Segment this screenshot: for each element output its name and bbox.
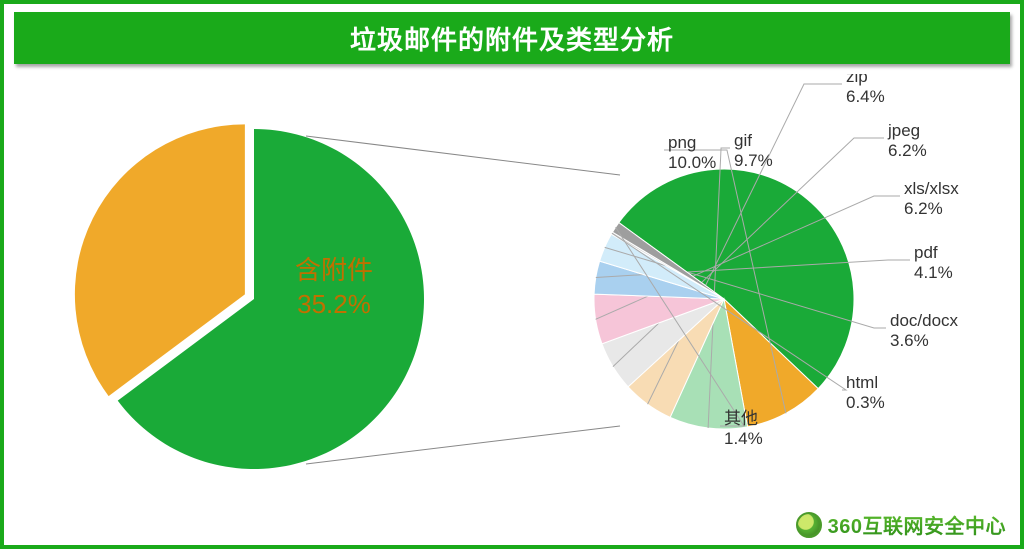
pie-left-label-含附件-1: 35.2% (297, 289, 371, 319)
callout-doc/docx-pct: 3.6% (890, 331, 929, 350)
callout-gif-name: gif (734, 131, 752, 150)
charts-area: 无附件64.8%含附件35.2%jpg52.1%png10.0%gif9.7%z… (4, 74, 1020, 505)
callout-pdf-pct: 4.1% (914, 263, 953, 282)
brand-text: 360互联网安全中心 (828, 510, 1006, 539)
callout-jpeg-name: jpeg (887, 121, 920, 140)
callout-html-pct: 0.3% (846, 393, 885, 412)
pie-left-label-含附件-0: 含附件 (295, 255, 373, 285)
chart-svg: 无附件64.8%含附件35.2%jpg52.1%png10.0%gif9.7%z… (4, 74, 1020, 514)
brand-logo-icon (796, 512, 822, 538)
chart-frame: 垃圾邮件的附件及类型分析 无附件64.8%含附件35.2%jpg52.1%png… (0, 0, 1024, 549)
footer-brand: 360互联网安全中心 (796, 510, 1006, 539)
chart-title: 垃圾邮件的附件及类型分析 (14, 12, 1010, 64)
callout-其他-name: 其他 (724, 409, 758, 428)
callout-xls/xlsx-name: xls/xlsx (904, 179, 959, 198)
callout-png-pct: 10.0% (668, 153, 716, 172)
callout-zip-name: zip (846, 74, 868, 86)
callout-png-name: png (668, 133, 696, 152)
callout-zip-pct: 6.4% (846, 87, 885, 106)
callout-doc/docx-name: doc/docx (890, 311, 959, 330)
callout-其他-pct: 1.4% (724, 429, 763, 448)
callout-jpeg-pct: 6.2% (888, 141, 927, 160)
callout-pdf-name: pdf (914, 243, 938, 262)
callout-xls/xlsx-pct: 6.2% (904, 199, 943, 218)
callout-html-name: html (846, 373, 878, 392)
